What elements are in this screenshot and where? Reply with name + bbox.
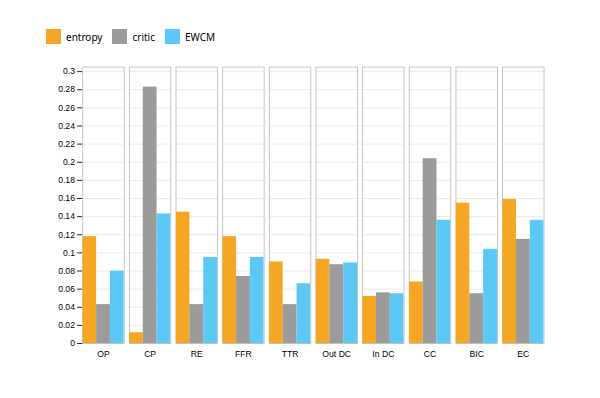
html-text:critic: critic <box>132 29 155 44</box>
svg-text:CP: CP <box>144 349 156 359</box>
svg-text:CC: CC <box>424 349 436 359</box>
svg-text:RE: RE <box>191 349 203 359</box>
svg-text:OP: OP <box>97 349 110 359</box>
svg-text:0: 0 <box>70 338 75 348</box>
svg-text:0.02: 0.02 <box>58 320 75 330</box>
svg-text:0.18: 0.18 <box>58 175 75 185</box>
html-text:EWCM: EWCM <box>185 29 216 44</box>
svg-text:0.24: 0.24 <box>58 121 75 131</box>
svg-text:0.06: 0.06 <box>58 284 75 294</box>
svg-text:0.26: 0.26 <box>58 103 75 113</box>
svg-text:0.28: 0.28 <box>58 84 75 94</box>
svg-text:0.22: 0.22 <box>58 139 75 149</box>
svg-text:0.16: 0.16 <box>58 193 75 203</box>
svg-text:In DC: In DC <box>372 349 394 359</box>
svg-text:0.14: 0.14 <box>58 211 75 221</box>
svg-text:0.2: 0.2 <box>63 157 75 167</box>
svg-text:0.12: 0.12 <box>58 230 75 240</box>
html-text:entropy: entropy <box>66 29 103 44</box>
svg-text:BIC: BIC <box>469 349 483 359</box>
svg-text:Out DC: Out DC <box>322 349 351 359</box>
svg-text:0.08: 0.08 <box>58 266 75 276</box>
svg-text:EC: EC <box>517 349 529 359</box>
svg-text:0.1: 0.1 <box>63 248 75 258</box>
svg-text:FFR: FFR <box>235 349 252 359</box>
svg-text:TTR: TTR <box>282 349 299 359</box>
svg-text:0.3: 0.3 <box>63 66 75 76</box>
svg-text:0.04: 0.04 <box>58 302 75 312</box>
